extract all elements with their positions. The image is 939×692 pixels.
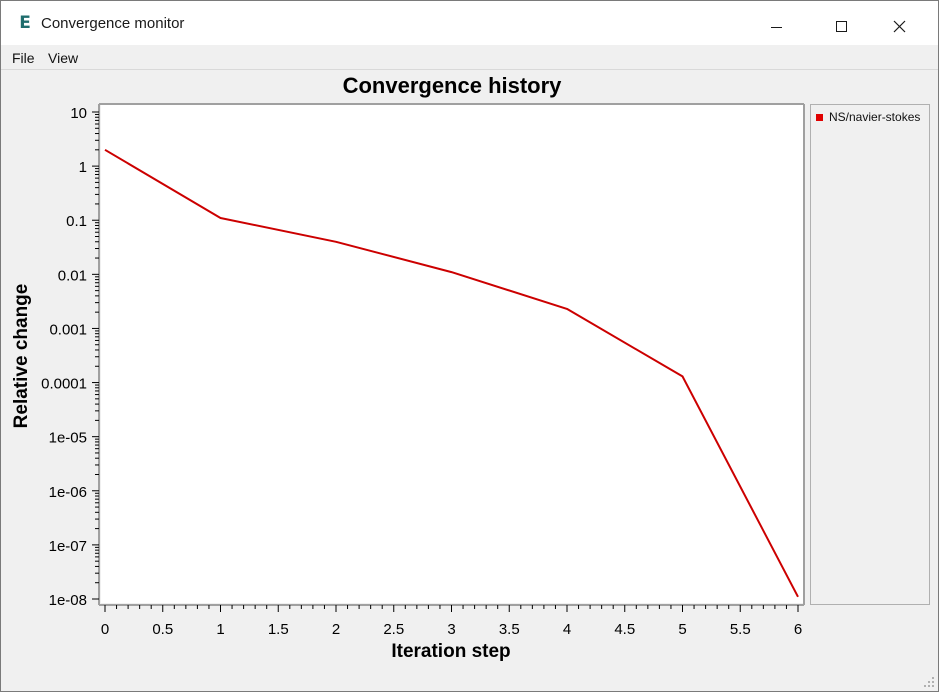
x-axis-label: Iteration step	[391, 641, 510, 662]
title-bar[interactable]: E Convergence monitor	[1, 1, 938, 45]
app-icon: E	[19, 13, 31, 33]
menu-separator	[1, 69, 938, 70]
close-icon	[893, 20, 906, 33]
x-tick-label: 3	[447, 621, 455, 638]
y-tick-label: 1e-06	[49, 484, 87, 501]
y-tick-label: 1e-08	[49, 592, 87, 609]
series-layer	[104, 148, 799, 598]
menu-file[interactable]: File	[12, 50, 35, 66]
legend-panel: NS/navier-stokes	[810, 104, 930, 605]
menu-bar: File View	[1, 45, 938, 69]
y-tick-label: 0.0001	[41, 376, 87, 393]
x-tick-label: 1.5	[268, 621, 289, 638]
y-axis-label: Relative change	[11, 284, 32, 429]
y-axis-ticks: 10 1 0.1 0.01 0.001 0.0001 1e-05 1e-06 1e-07 1e-0…	[41, 105, 99, 609]
y-tick-label: 10	[70, 105, 87, 122]
x-tick-label: 5	[678, 621, 686, 638]
x-tick-label: 3.5	[499, 621, 520, 638]
legend-label[interactable]: NS/navier-stokes	[829, 110, 921, 124]
x-tick-label: 0	[101, 621, 109, 638]
y-tick-label: 1e-07	[49, 538, 87, 555]
x-tick-label: 2	[332, 621, 340, 638]
minimize-icon	[771, 27, 782, 28]
x-tick-label: 6	[794, 621, 802, 638]
legend-swatch	[816, 114, 823, 121]
menu-view[interactable]: View	[48, 50, 79, 66]
size-grip-icon[interactable]	[922, 675, 936, 689]
maximize-button[interactable]	[805, 1, 863, 45]
series-line	[104, 148, 799, 598]
y-tick-label: 0.01	[58, 267, 87, 284]
x-tick-label: 2.5	[383, 621, 404, 638]
x-tick-label: 4	[563, 621, 571, 638]
close-button[interactable]	[863, 1, 921, 45]
y-tick-label: 1e-05	[49, 430, 87, 447]
x-tick-label: 5.5	[730, 621, 751, 638]
x-tick-label: 0.5	[152, 621, 173, 638]
x-tick-label: 1	[216, 621, 224, 638]
y-tick-label: 0.001	[49, 321, 87, 338]
x-tick-label: 4.5	[614, 621, 635, 638]
plot-area	[101, 105, 803, 603]
y-tick-label: 1	[79, 159, 87, 176]
y-tick-label: 0.1	[66, 213, 87, 230]
x-axis-ticks: 0 0.5 1 1.5 2 2.5 3 3.5 4 4.5 5 5.5 6	[101, 605, 802, 638]
chart-title: Convergence history	[343, 73, 563, 98]
maximize-icon	[836, 21, 847, 32]
minimize-button[interactable]	[747, 1, 805, 45]
window-title: Convergence monitor	[41, 15, 185, 32]
